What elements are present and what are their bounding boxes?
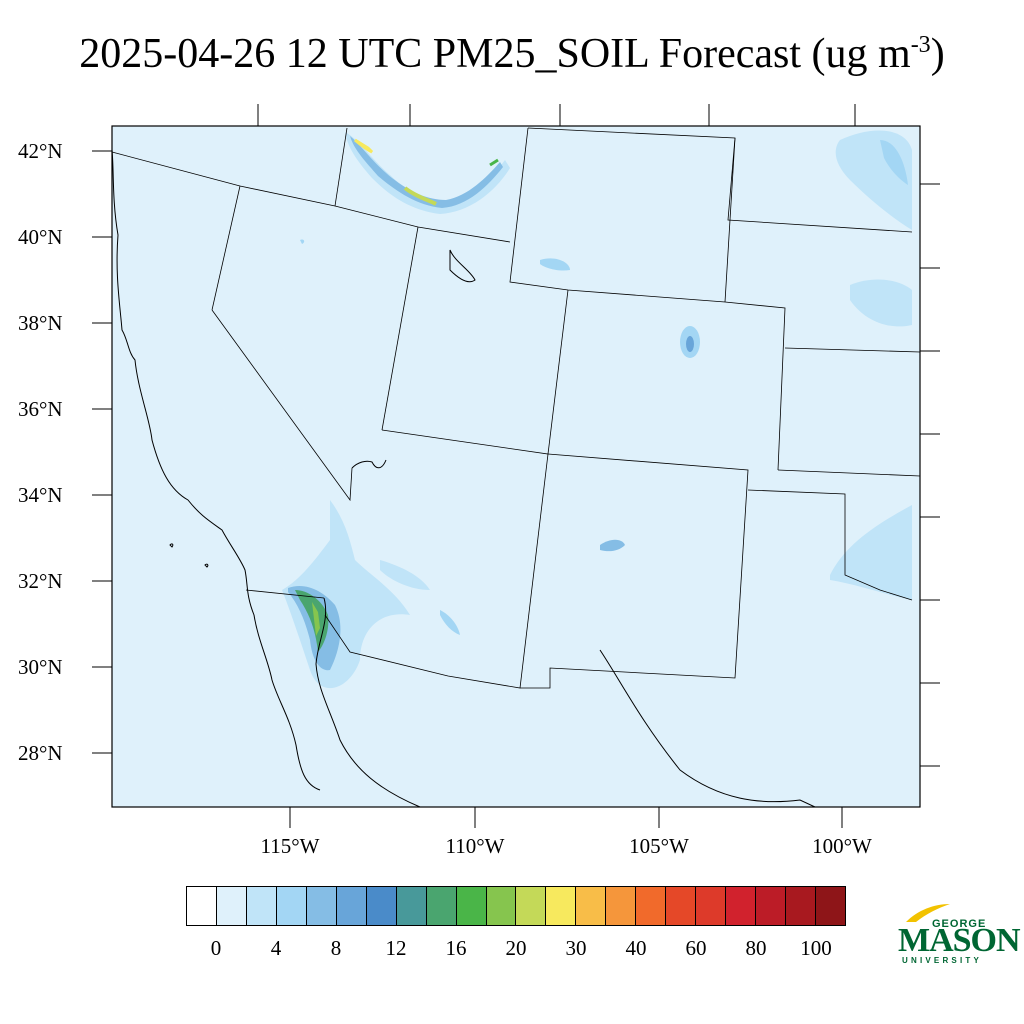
colorbar-box <box>335 886 366 926</box>
colorbar-box <box>186 886 216 926</box>
colorbar-box <box>215 886 246 926</box>
colorbar-label: 80 <box>745 936 767 960</box>
colorbar-box <box>725 886 756 926</box>
map-title: 2025-04-26 12 UTC PM25_SOIL Forecast (ug… <box>79 31 945 77</box>
colorbar-box <box>815 886 846 926</box>
logo-george: GEORGE <box>932 918 987 930</box>
lat-label-40: 40°N <box>18 225 63 249</box>
logo-mason: MASON <box>898 922 1021 959</box>
colorbar-box <box>575 886 606 926</box>
colorbar-label: 8 <box>330 936 342 960</box>
colorbar-box <box>755 886 786 926</box>
colorbar-box <box>605 886 636 926</box>
colorbar <box>186 886 846 928</box>
lat-label-38: 38°N <box>18 311 63 335</box>
colorbar-box <box>455 886 486 926</box>
logo-swoosh-icon <box>906 904 950 922</box>
colorbar-box <box>635 886 666 926</box>
lon-label-105: 105°W <box>629 834 689 858</box>
colorbar-label: 40 <box>625 936 647 960</box>
lat-label-42: 42°N <box>18 139 63 163</box>
colorbar-box <box>485 886 516 926</box>
colorbar-box <box>785 886 816 926</box>
lon-label-115: 115°W <box>260 834 320 858</box>
colorbar-box <box>545 886 576 926</box>
map-frame <box>111 125 921 808</box>
lat-label-28: 28°N <box>18 741 63 765</box>
lat-label-34: 34°N <box>18 483 63 507</box>
colorbar-box <box>665 886 696 926</box>
gmu-logo: GEORGE MASON UNIVERSITY <box>898 900 1021 970</box>
colorbar-box <box>695 886 726 926</box>
colorbar-box <box>515 886 546 926</box>
colorbar-label: 16 <box>445 936 467 960</box>
colorbar-box <box>245 886 276 926</box>
colorbar-label: 60 <box>685 936 707 960</box>
forecast-patches <box>282 130 912 689</box>
colorbar-label: 12 <box>385 936 407 960</box>
colorbar-box <box>305 886 336 926</box>
colorbar-box <box>365 886 396 926</box>
lat-label-32: 32°N <box>18 569 63 593</box>
colorbar-box <box>275 886 306 926</box>
lat-label-30: 30°N <box>18 655 63 679</box>
colorbar-box <box>425 886 456 926</box>
ticks <box>92 104 940 828</box>
lon-label-100: 100°W <box>812 834 872 858</box>
colorbar-label: 20 <box>505 936 527 960</box>
colorbar-box <box>395 886 426 926</box>
map-background <box>112 126 920 807</box>
lon-label-110: 110°W <box>445 834 505 858</box>
boundaries <box>111 127 921 689</box>
coastline <box>111 149 816 808</box>
lat-label-36: 36°N <box>18 397 63 421</box>
logo-university: UNIVERSITY <box>902 956 983 965</box>
colorbar-label: 4 <box>270 936 282 960</box>
colorbar-label: 100 <box>800 936 832 960</box>
colorbar-label: 0 <box>210 936 222 960</box>
colorbar-label: 30 <box>565 936 587 960</box>
